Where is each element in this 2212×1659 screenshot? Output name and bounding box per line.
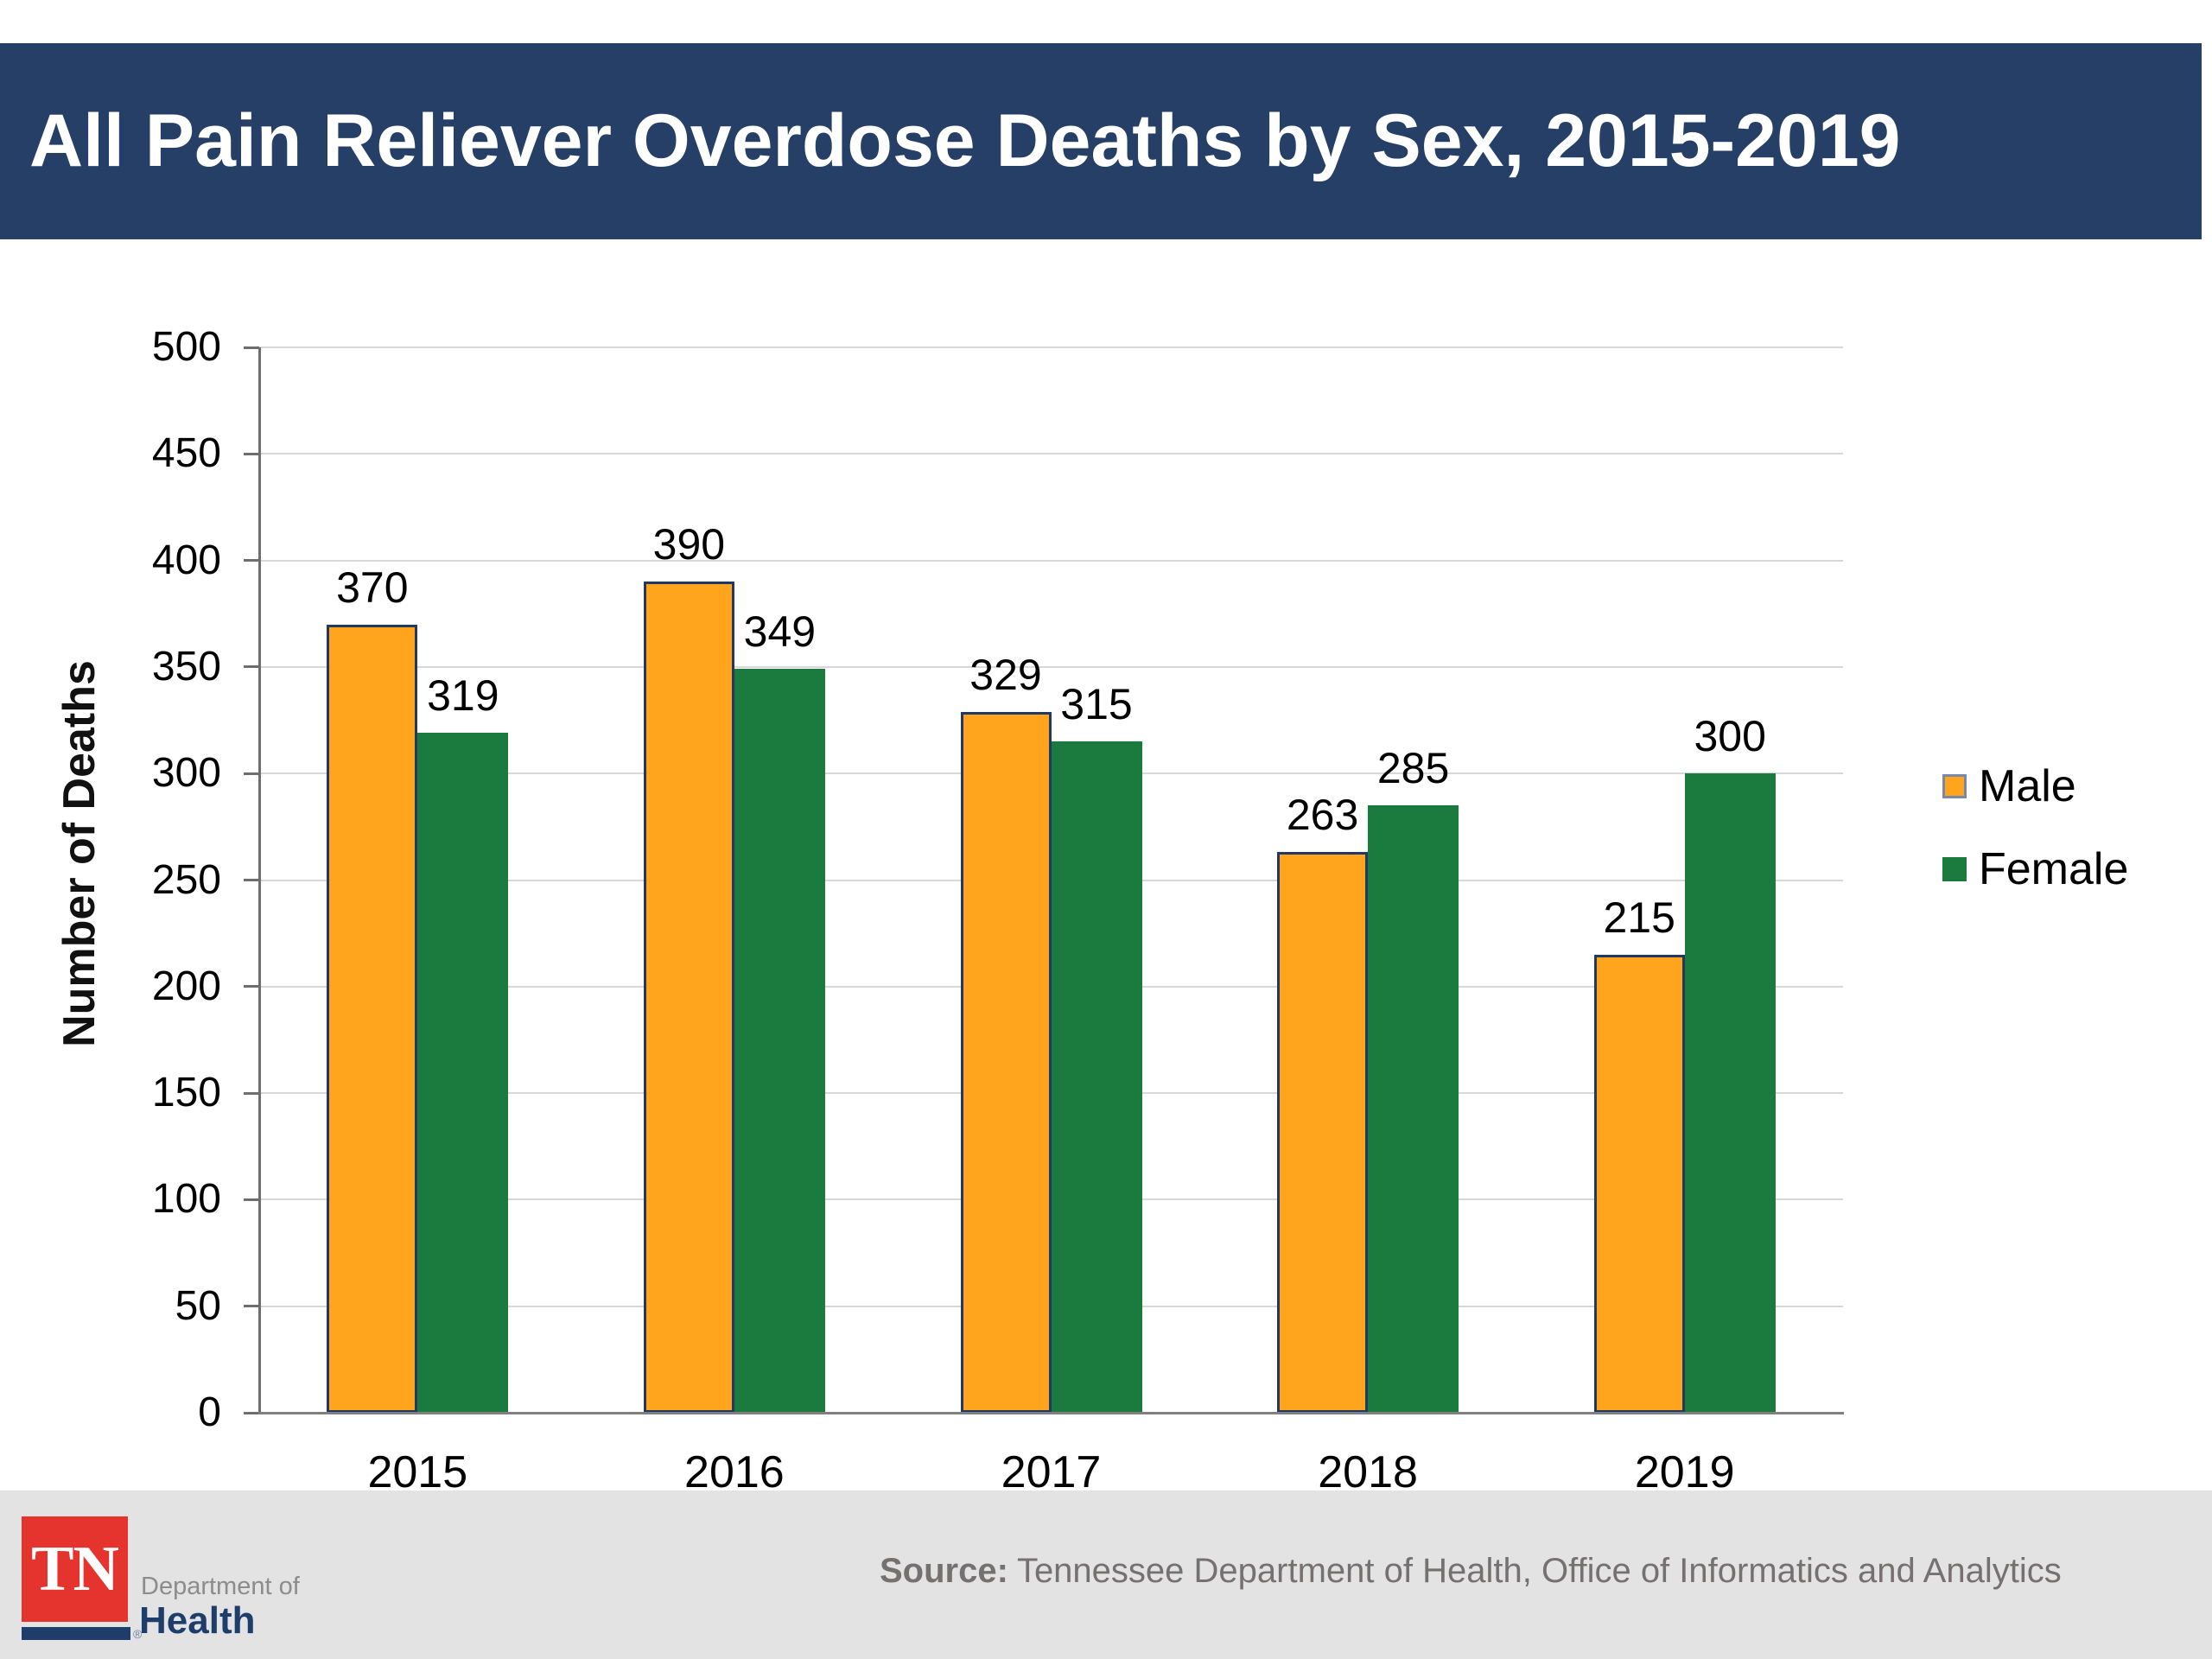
bar-value-label: 329 <box>969 650 1042 699</box>
legend-label-male: Male <box>1979 761 2076 811</box>
gridline <box>259 346 1843 348</box>
legend-label-female: Female <box>1979 844 2129 894</box>
source-line: Source: Tennessee Department of Health, O… <box>880 1552 2062 1591</box>
bar-value-label: 300 <box>1694 712 1766 761</box>
bar-female-2015 <box>417 733 509 1413</box>
x-axis-line <box>258 1412 1844 1414</box>
x-tick-label: 2017 <box>1001 1447 1102 1497</box>
y-tick-mark <box>244 452 259 455</box>
gridline <box>259 559 1843 562</box>
bar-male-2019 <box>1593 954 1685 1413</box>
bar-value-label: 215 <box>1603 893 1675 942</box>
source-text: Tennessee Department of Health, Office o… <box>1016 1552 2062 1590</box>
bar-value-label: 263 <box>1286 791 1359 840</box>
x-tick-label: 2015 <box>367 1447 468 1497</box>
legend-swatch-female <box>1942 857 1967 881</box>
y-tick-mark <box>244 985 259 988</box>
y-tick-label: 50 <box>175 1282 221 1329</box>
y-tick-label: 450 <box>151 430 221 477</box>
legend-swatch-male <box>1942 774 1967 798</box>
y-tick-label: 500 <box>151 324 221 370</box>
y-tick-mark <box>244 1198 259 1201</box>
bar-value-label: 349 <box>743 607 817 657</box>
y-tick-mark <box>244 1305 259 1308</box>
footer: TN ® Department of Health Source: Tenness… <box>0 1491 2212 1659</box>
logo-department-of: Department of <box>141 1573 300 1600</box>
y-axis-line <box>258 347 261 1413</box>
bar-value-label: 319 <box>427 671 499 721</box>
bar-male-2017 <box>960 711 1052 1413</box>
gridline <box>259 453 1843 455</box>
x-axis-labels: 2015 2016 2017 2018 2019 <box>259 1441 1843 1502</box>
x-tick-label: 2019 <box>1634 1447 1735 1497</box>
legend: Male Female <box>1942 761 2128 930</box>
y-axis-ticks <box>244 346 259 1414</box>
y-tick-mark <box>244 772 259 775</box>
y-tick-label: 350 <box>151 643 221 690</box>
bar-female-2017 <box>1051 741 1142 1413</box>
title-banner: All Pain Reliever Overdose Deaths by Sex… <box>0 43 2202 239</box>
bar-value-label: 370 <box>336 563 409 612</box>
logo-health: Health <box>139 1599 256 1642</box>
page-title: All Pain Reliever Overdose Deaths by Sex… <box>29 99 1901 182</box>
tn-logo-letters: TN <box>31 1533 119 1605</box>
gridline <box>259 665 1843 668</box>
bar-male-2015 <box>327 624 418 1413</box>
bar-male-2016 <box>643 582 734 1413</box>
y-tick-label: 0 <box>198 1389 221 1435</box>
y-tick-mark <box>244 1411 259 1414</box>
bar-value-label: 315 <box>1060 680 1133 729</box>
tn-logo-bar <box>22 1627 130 1640</box>
bar-female-2018 <box>1368 805 1459 1413</box>
y-tick-label: 250 <box>151 856 221 903</box>
bar-value-label: 285 <box>1376 744 1450 793</box>
y-axis-labels: 0 50 100 150 200 250 300 350 400 450 500 <box>0 324 221 1435</box>
source-label: Source: <box>880 1552 1008 1590</box>
x-tick-label: 2016 <box>684 1447 785 1497</box>
y-tick-label: 400 <box>151 537 221 583</box>
bar-female-2019 <box>1684 773 1776 1413</box>
bar-female-2016 <box>734 669 825 1413</box>
y-tick-mark <box>244 346 259 349</box>
y-tick-label: 100 <box>151 1176 221 1223</box>
y-tick-label: 300 <box>151 750 221 797</box>
tn-logo: TN <box>22 1516 128 1622</box>
y-tick-mark <box>244 879 259 881</box>
y-tick-label: 200 <box>151 963 221 1009</box>
bar-male-2018 <box>1277 852 1369 1413</box>
y-tick-label: 150 <box>151 1070 221 1116</box>
registered-mark: ® <box>133 1627 143 1641</box>
y-tick-mark <box>244 1091 259 1095</box>
legend-item-male: Male <box>1942 761 2128 811</box>
y-tick-mark <box>244 665 259 669</box>
plot-area: 370 319 390 349 329 315 263 285 215 300 <box>258 346 1844 1414</box>
x-tick-label: 2018 <box>1318 1447 1418 1497</box>
bar-value-label: 390 <box>652 520 726 569</box>
legend-item-female: Female <box>1942 844 2128 894</box>
y-tick-mark <box>244 559 259 563</box>
